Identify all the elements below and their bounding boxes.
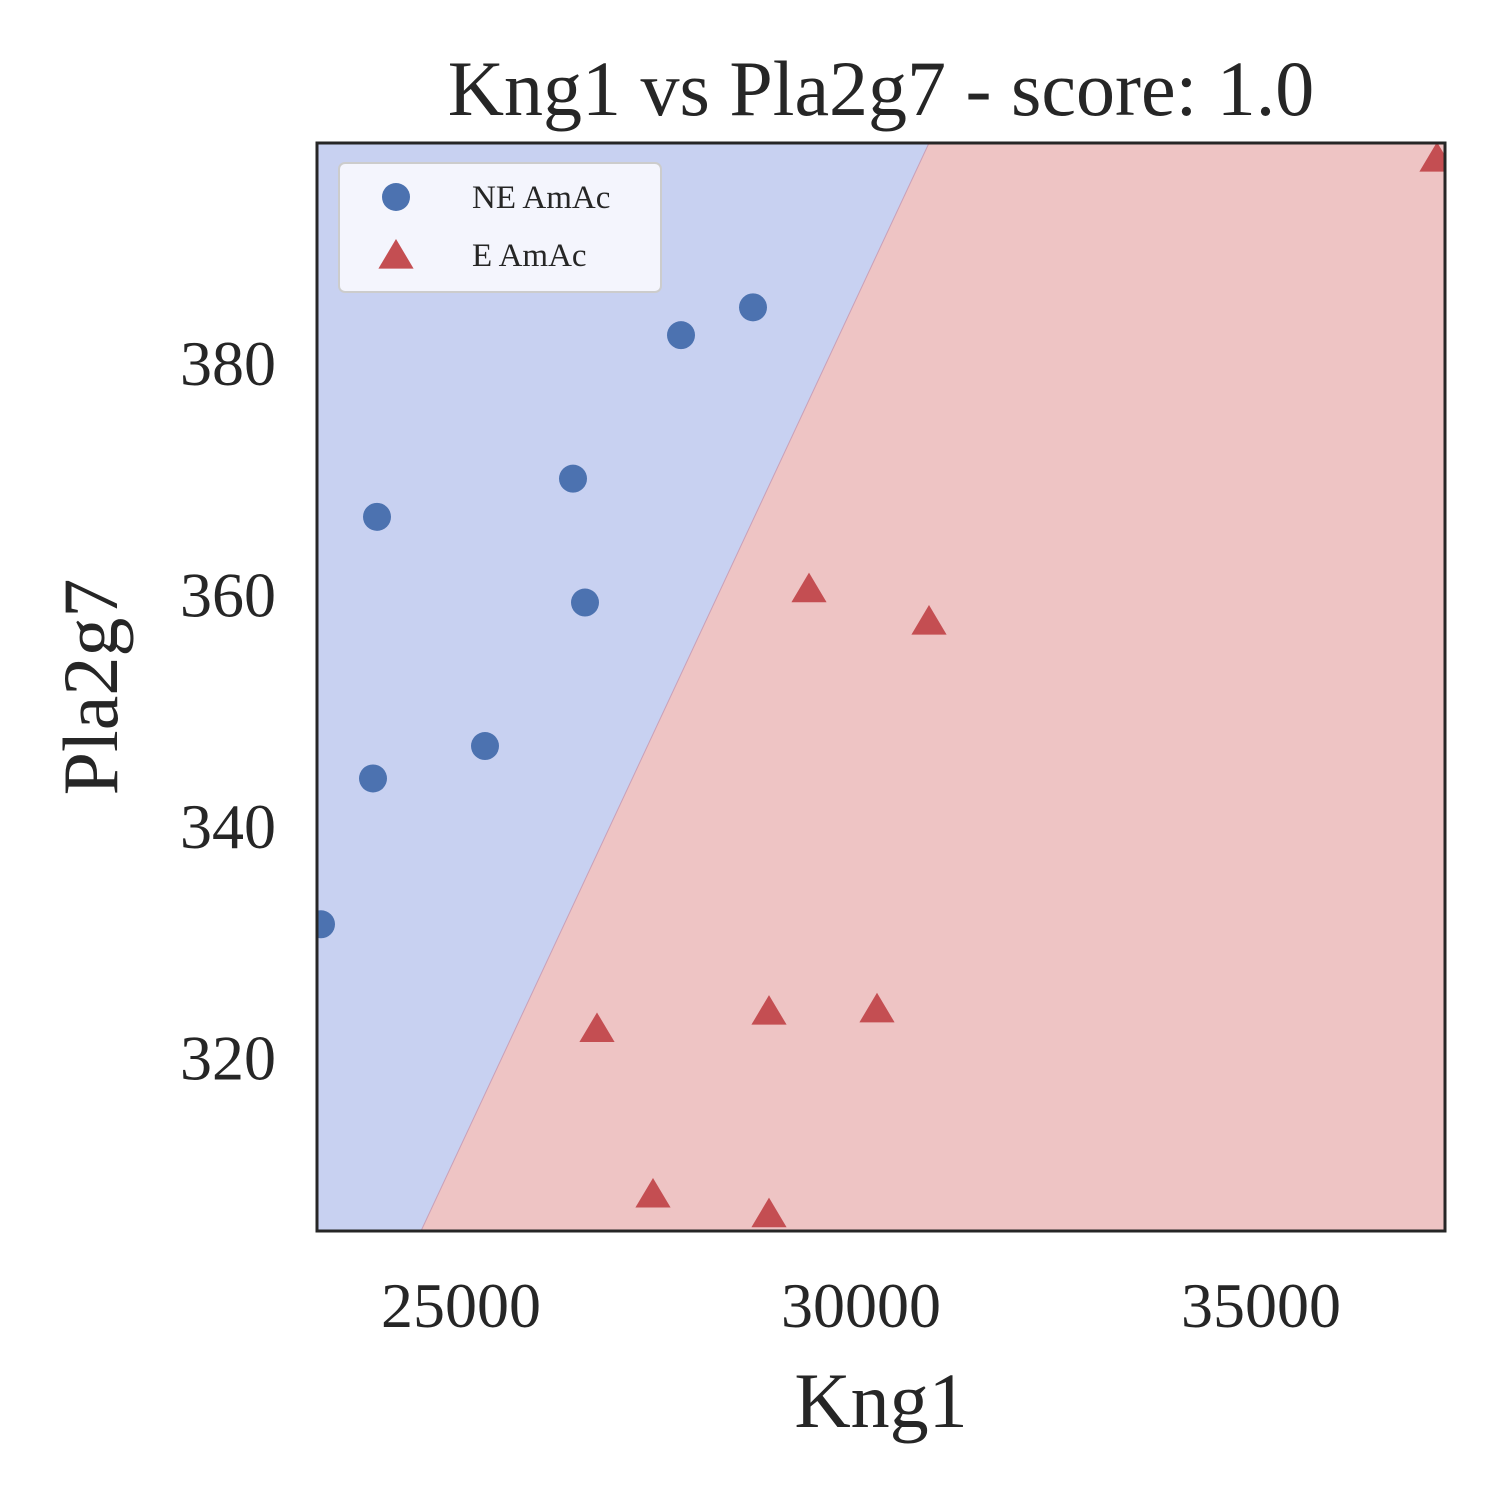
point-e-amac	[911, 605, 947, 635]
legend-marker-ne-amac	[382, 183, 410, 211]
region-e-amac	[421, 143, 1445, 1231]
plot-frame	[315, 141, 1447, 1233]
point-ne-amac	[571, 588, 599, 617]
point-ne-amac	[667, 321, 695, 350]
x-axis-ticks: 25000 30000 35000	[381, 1270, 1341, 1341]
point-ne-amac	[363, 502, 391, 531]
y-axis-ticks: 320 340 360 380	[180, 328, 276, 1093]
legend-label: E AmAc	[472, 238, 587, 274]
x-axis-label: Kng1	[794, 1357, 967, 1444]
decision-boundary	[420, 143, 930, 1231]
point-ne-amac	[471, 732, 499, 761]
point-e-amac	[751, 995, 787, 1025]
point-e-amac	[635, 1177, 671, 1208]
x-tick-label: 35000	[1181, 1270, 1341, 1341]
chart-title: Kng1 vs Pla2g7 - score: 1.0	[448, 45, 1315, 132]
point-e-amac	[791, 572, 827, 603]
point-e-amac	[1419, 143, 1445, 172]
point-ne-amac	[739, 293, 767, 322]
point-ne-amac	[317, 910, 335, 939]
legend: NE AmAc E AmAc	[338, 162, 662, 293]
x-tick-label: 30000	[781, 1270, 941, 1341]
point-e-amac	[751, 1197, 787, 1228]
y-tick-label: 380	[180, 328, 276, 399]
point-e-amac	[579, 1012, 615, 1043]
y-tick-label: 360	[180, 559, 276, 630]
point-ne-amac	[559, 464, 587, 493]
y-axis-label: Pla2g7	[47, 579, 134, 796]
legend-marker-e-amac	[378, 239, 414, 269]
plot-area	[317, 143, 1445, 1231]
y-tick-label: 340	[180, 791, 276, 862]
legend-label: NE AmAc	[472, 180, 610, 216]
point-ne-amac	[359, 764, 387, 793]
point-e-amac	[859, 992, 895, 1023]
region-ne-amac	[317, 143, 929, 1231]
x-tick-label: 25000	[381, 1270, 541, 1341]
y-tick-label: 320	[180, 1022, 276, 1093]
legend-box	[338, 162, 662, 293]
